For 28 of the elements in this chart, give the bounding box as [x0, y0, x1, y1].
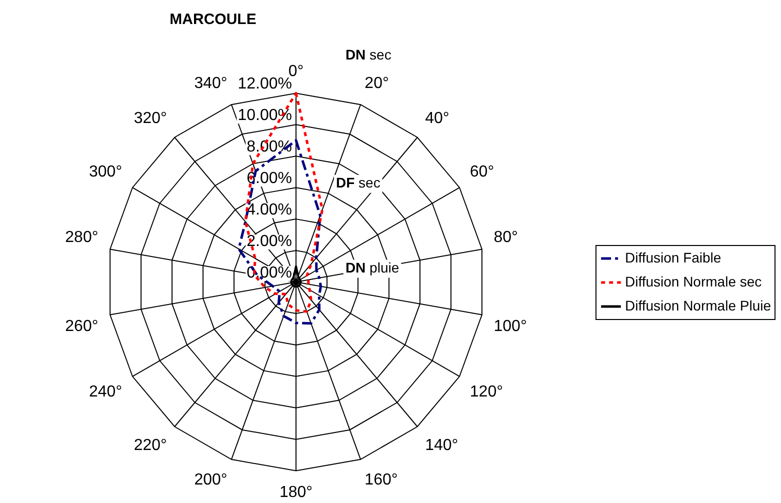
spoke-label: 60°	[470, 163, 494, 180]
spoke-label: 300°	[89, 163, 122, 180]
spoke-label: 320°	[134, 110, 167, 127]
y-tick-label: 6.00%	[246, 170, 292, 188]
chart-title: MARCOULE	[170, 11, 256, 28]
spoke-label: 280°	[65, 228, 98, 246]
legend-label: Diffusion Normale sec	[624, 273, 762, 290]
y-tick-label: 2.00%	[246, 232, 292, 250]
y-tick-label: 4.00%	[246, 201, 292, 218]
text: DF sec	[336, 174, 380, 191]
spoke-label: 20°	[364, 75, 389, 92]
spoke-label: 120°	[470, 383, 503, 400]
spoke-label: 200°	[194, 472, 228, 489]
y-tick-label: 10.00%	[238, 107, 292, 124]
legend-label: Diffusion Normale Pluie	[624, 297, 772, 314]
spoke-label: 180°	[279, 484, 313, 501]
spoke-label: 100°	[494, 318, 527, 335]
spoke-label: 340°	[194, 75, 228, 92]
spoke-label: 220°	[134, 436, 167, 454]
spoke-label: 80°	[494, 228, 518, 246]
spoke-label: 160°	[364, 472, 398, 489]
spoke-label: 40°	[425, 110, 450, 127]
text: DN sec	[345, 46, 392, 62]
spoke-label: 260°	[65, 318, 98, 335]
legend-label: Diffusion Faible	[624, 249, 722, 266]
spoke-label: 140°	[425, 436, 458, 454]
spoke-label: 240°	[89, 383, 122, 400]
text: DN pluie	[345, 260, 400, 276]
